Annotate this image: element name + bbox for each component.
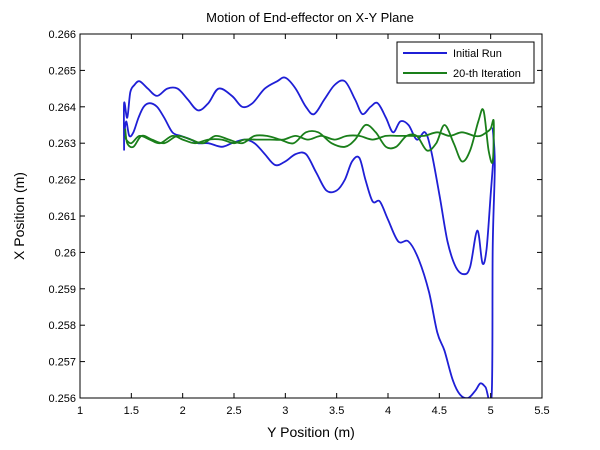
x-tick-label: 5.5 bbox=[534, 405, 549, 417]
legend-label-initial-run: Initial Run bbox=[453, 48, 502, 60]
y-tick-label: 0.264 bbox=[48, 102, 76, 114]
y-tick-label: 0.265 bbox=[48, 65, 76, 77]
y-tick-label: 0.257 bbox=[48, 357, 76, 369]
y-tick-label: 0.26 bbox=[55, 247, 76, 259]
y-tick-label: 0.259 bbox=[48, 284, 76, 296]
x-tick-label: 3.5 bbox=[329, 405, 344, 417]
y-tick-label: 0.258 bbox=[48, 320, 76, 332]
x-tick-label: 3 bbox=[282, 405, 288, 417]
series-line-20th-iteration bbox=[124, 108, 495, 164]
legend-box bbox=[396, 41, 535, 84]
x-axis-label: Y Position (m) bbox=[267, 424, 355, 440]
legend-label-20th-iteration: 20-th Iteration bbox=[453, 68, 521, 80]
y-tick-label: 0.262 bbox=[48, 175, 76, 187]
y-tick-label: 0.261 bbox=[48, 211, 76, 223]
x-tick-label: 4.5 bbox=[432, 405, 447, 417]
y-tick-label: 0.263 bbox=[48, 138, 76, 150]
x-tick-label: 2.5 bbox=[226, 405, 241, 417]
legend: Initial Run 20-th Iteration bbox=[396, 41, 535, 84]
x-tick-label: 5 bbox=[488, 405, 494, 417]
y-tick-label: 0.266 bbox=[48, 29, 76, 41]
y-axis-label: X Position (m) bbox=[11, 172, 27, 260]
x-tick-label: 1.5 bbox=[124, 405, 139, 417]
x-tick-label: 4 bbox=[385, 405, 391, 417]
x-tick-label: 2 bbox=[180, 405, 186, 417]
y-tick-label: 0.256 bbox=[48, 393, 76, 405]
x-tick-label: 1 bbox=[77, 405, 83, 417]
chart-title: Motion of End-effector on X-Y Plane bbox=[206, 10, 414, 25]
